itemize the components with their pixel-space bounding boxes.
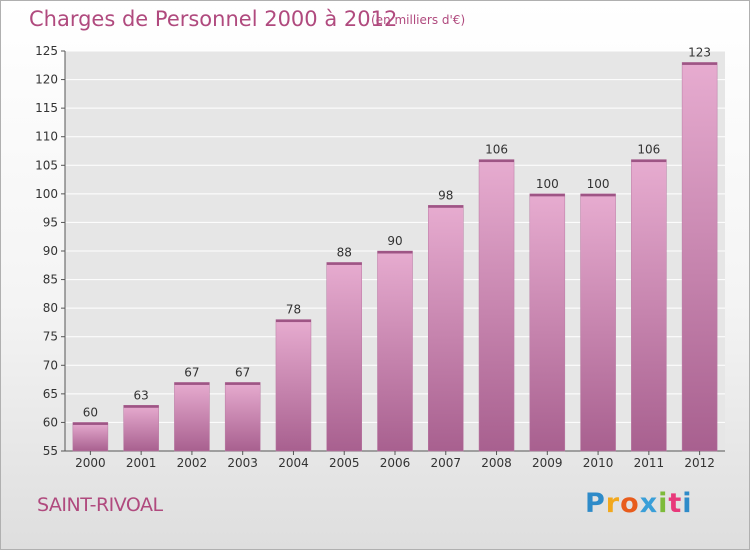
x-tick-label: 2000 <box>75 456 106 470</box>
bar-value-label: 88 <box>337 245 352 259</box>
y-tick-label: 95 <box>43 215 58 229</box>
bar-top-edge <box>123 405 159 408</box>
logo-letter: i <box>682 488 693 519</box>
proxiti-logo: Proxiti <box>585 488 693 519</box>
y-tick-label: 65 <box>43 387 58 401</box>
logo-letter: P <box>585 488 606 519</box>
bar-value-label: 106 <box>637 143 660 157</box>
x-tick-label: 2011 <box>634 456 665 470</box>
bar <box>631 159 667 452</box>
y-tick-label: 125 <box>35 44 58 58</box>
x-tick-label: 2009 <box>532 456 563 470</box>
y-tick-label: 110 <box>35 130 58 144</box>
bar-value-label: 60 <box>83 405 98 419</box>
y-tick-label: 115 <box>35 101 58 115</box>
bar <box>326 262 362 452</box>
bar-value-label: 100 <box>587 177 610 191</box>
bar-top-edge <box>529 193 565 197</box>
bar-top-edge <box>377 251 413 254</box>
logo-letter: o <box>620 488 640 519</box>
chart-subtitle: (en milliers d'€) <box>371 13 466 27</box>
bar-value-label: 123 <box>688 45 711 59</box>
y-tick-label: 80 <box>43 301 58 315</box>
bar <box>377 250 413 452</box>
bar <box>580 193 616 452</box>
chart-title: Charges de Personnel 2000 à 2012 <box>29 7 398 31</box>
bar <box>72 422 109 452</box>
x-tick-label: 2010 <box>583 456 614 470</box>
bar-value-label: 100 <box>536 177 559 191</box>
logo-letter: t <box>668 488 683 519</box>
bar <box>428 205 464 452</box>
y-tick-label: 85 <box>43 273 58 287</box>
bar-top-edge <box>174 382 210 385</box>
bar-value-label: 90 <box>387 234 402 248</box>
bar <box>478 159 515 452</box>
x-tick-label: 2012 <box>684 456 715 470</box>
y-tick-label: 75 <box>43 330 58 344</box>
x-tick-label: 2007 <box>430 456 461 470</box>
bar <box>681 62 718 452</box>
logo-letter: r <box>605 488 621 519</box>
bar-top-edge <box>682 62 718 65</box>
x-tick-label: 2006 <box>380 456 411 470</box>
bar-top-edge <box>326 262 362 265</box>
x-tick-label: 2001 <box>126 456 157 470</box>
y-tick-label: 60 <box>43 415 58 429</box>
x-tick-label: 2008 <box>481 456 512 470</box>
bar <box>275 319 312 452</box>
x-tick-label: 2004 <box>278 456 309 470</box>
y-tick-label: 55 <box>43 444 58 458</box>
bar-top-edge <box>275 319 311 323</box>
logo-letter: x <box>639 488 659 519</box>
y-tick-label: 90 <box>43 244 58 258</box>
bar-top-edge <box>479 159 515 163</box>
logo-letter: i <box>658 488 669 519</box>
bar <box>174 382 210 452</box>
bar-value-label: 78 <box>286 303 301 317</box>
bar-value-label: 67 <box>184 365 199 379</box>
bar <box>529 193 566 452</box>
y-tick-label: 70 <box>43 358 58 372</box>
y-tick-label: 100 <box>35 187 58 201</box>
bar-value-label: 63 <box>134 388 149 402</box>
x-tick-label: 2002 <box>177 456 208 470</box>
bar-top-edge <box>72 422 108 425</box>
commune-name: SAINT-RIVOAL <box>37 494 163 516</box>
y-tick-label: 105 <box>35 158 58 172</box>
x-tick-label: 2003 <box>227 456 258 470</box>
bar-top-edge <box>428 205 464 208</box>
bar-value-label: 67 <box>235 365 250 379</box>
bar-top-edge <box>580 193 616 197</box>
bar-top-edge <box>225 382 261 385</box>
y-tick-label: 120 <box>35 73 58 87</box>
bar <box>123 405 159 452</box>
bar-value-label: 98 <box>438 188 453 202</box>
x-tick-label: 2005 <box>329 456 360 470</box>
bar-value-label: 106 <box>485 143 508 157</box>
bar <box>224 382 261 452</box>
bar-top-edge <box>631 159 667 163</box>
